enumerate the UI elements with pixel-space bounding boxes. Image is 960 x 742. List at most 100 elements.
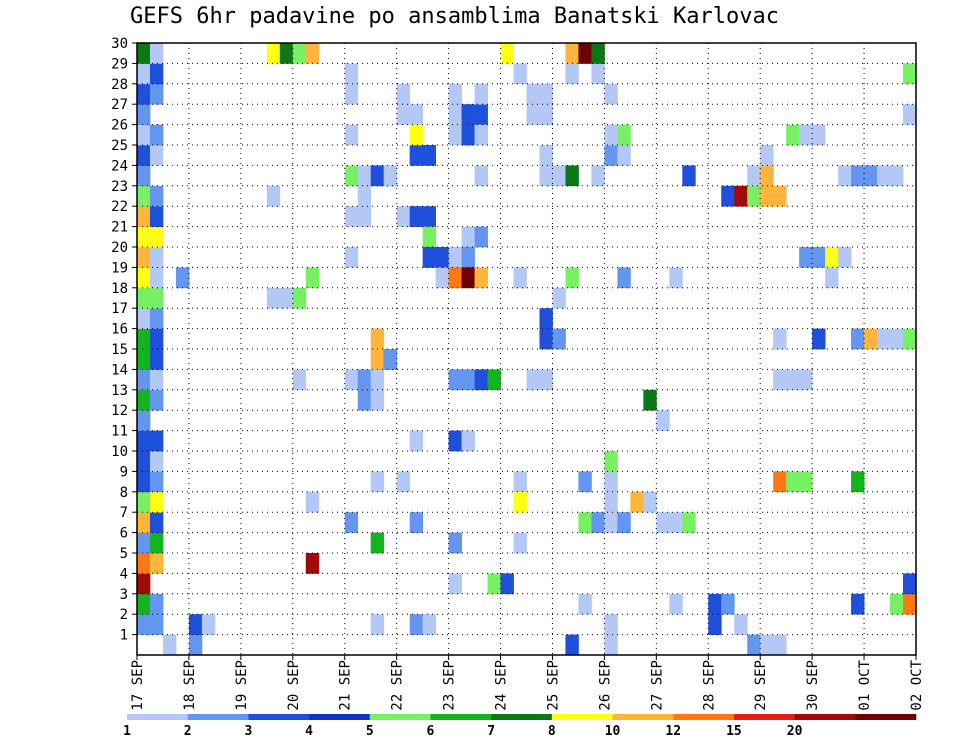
- colorbar-label: 2: [184, 724, 192, 739]
- heatmap-cell: [565, 634, 579, 656]
- heatmap-cell: [396, 104, 411, 125]
- heatmap-cell: [266, 185, 281, 207]
- heatmap-cell: [305, 491, 320, 513]
- heatmap-cell: [448, 532, 462, 554]
- heatmap-cell: [149, 145, 164, 166]
- heatmap-cell: [877, 328, 891, 350]
- heatmap-cell: [370, 389, 385, 411]
- heatmap-cell: [344, 369, 359, 391]
- heatmap-cell: [149, 63, 164, 85]
- heatmap-cell: [409, 512, 424, 533]
- heatmap-cell: [344, 247, 359, 268]
- heatmap-cell: [721, 593, 735, 615]
- heatmap-cell: [137, 573, 151, 595]
- dotted-grid: [137, 43, 916, 655]
- heatmap-cell: [461, 369, 475, 391]
- y-tick-label: 22: [111, 199, 128, 215]
- heatmap-cell: [149, 471, 164, 493]
- heatmap-cell: [682, 512, 696, 533]
- heatmap-cell: [864, 328, 878, 350]
- heatmap-cell: [137, 308, 151, 329]
- heatmap-cell: [149, 124, 164, 146]
- heatmap-cell: [513, 532, 527, 554]
- heatmap-cell: [149, 226, 164, 248]
- heatmap-cell: [383, 165, 398, 187]
- heatmap-cell: [903, 593, 917, 615]
- heatmap-cell: [344, 83, 359, 105]
- heatmap-cell: [565, 165, 579, 187]
- y-tick-label: 5: [120, 546, 128, 562]
- heatmap-cell: [539, 104, 553, 125]
- heatmap-cell: [903, 63, 917, 85]
- heatmap-cell: [137, 185, 151, 207]
- heatmap-cell: [396, 206, 411, 227]
- x-tick-label: 23 SEP: [442, 660, 458, 711]
- y-axis: 1234567891011121314151617181920212223242…: [111, 36, 137, 644]
- heatmap-cell: [409, 614, 424, 635]
- heatmap-cell: [851, 165, 865, 187]
- heatmap-cell: [734, 614, 748, 635]
- heatmap-cell: [461, 267, 475, 289]
- heatmap-cell: [474, 165, 488, 187]
- heatmap-cell: [201, 614, 216, 635]
- heatmap-cell: [890, 165, 904, 187]
- heatmap-cell: [513, 491, 527, 513]
- heatmap-cell: [474, 124, 488, 146]
- heatmap-cell: [591, 43, 605, 64]
- y-tick-label: 9: [120, 464, 128, 480]
- heatmap-cell: [604, 614, 618, 635]
- x-tick-label: 18 SEP: [182, 660, 198, 711]
- heatmap-cell: [461, 430, 475, 452]
- heatmap-cell: [149, 614, 164, 635]
- heatmap-cell: [137, 593, 151, 615]
- heatmap-cell: [149, 430, 164, 452]
- heatmap-cell: [137, 63, 151, 85]
- heatmap-cell: [747, 185, 761, 207]
- heatmap-cell: [604, 124, 618, 146]
- heatmap-cell: [137, 471, 151, 493]
- chart-title: GEFS 6hr padavine po ansamblima Banatski…: [130, 4, 780, 29]
- heatmap-cell: [773, 328, 787, 350]
- heatmap-cell: [344, 165, 359, 187]
- heatmap-cell: [773, 471, 787, 493]
- y-tick-label: 14: [111, 362, 128, 378]
- heatmap-cell: [435, 267, 449, 289]
- heatmap-cell: [149, 206, 164, 227]
- heatmap-cell: [305, 553, 320, 574]
- colorbar: 1 2 3 4 5 6 7 8 10 12 15 20: [123, 714, 917, 739]
- heatmap-cell: [149, 43, 164, 64]
- heatmap-cell: [370, 369, 385, 391]
- heatmap-cell: [604, 451, 618, 472]
- heatmap-cell: [526, 83, 540, 105]
- heatmap-cell: [578, 43, 592, 64]
- heatmap-cell: [396, 83, 411, 105]
- heatmap-cell: [825, 267, 839, 289]
- heatmap-cell: [292, 287, 307, 309]
- heatmap-cell: [149, 389, 164, 411]
- heatmap-cell: [137, 430, 151, 452]
- heatmap-cell: [539, 328, 553, 350]
- heatmap-cell: [656, 512, 670, 533]
- heatmap-cell: [396, 471, 411, 493]
- colorbar-segment: [491, 714, 553, 720]
- heatmap-cell: [448, 83, 462, 105]
- heatmap-cell: [903, 573, 917, 595]
- heatmap-cell: [137, 553, 151, 574]
- heatmap-cell: [604, 491, 618, 513]
- heatmap-cell: [812, 124, 826, 146]
- x-axis: 17 SEP 18 SEP 19 SEP 20 SEP 21 SEP 22 SEP 23 S…: [130, 655, 925, 711]
- y-tick-label: 28: [111, 77, 128, 93]
- colorbar-label: 15: [726, 724, 742, 739]
- heatmap-cell: [266, 287, 281, 309]
- heatmap-cell: [422, 247, 437, 268]
- heatmap-cells: [137, 43, 917, 656]
- heatmap-cell: [812, 247, 826, 268]
- x-tick-label: 17 SEP: [130, 660, 146, 711]
- heatmap-cell: [137, 349, 151, 370]
- heatmap-cell: [448, 247, 462, 268]
- y-tick-label: 8: [120, 485, 128, 501]
- heatmap-cell: [370, 165, 385, 187]
- heatmap-cell: [137, 410, 151, 431]
- colorbar-label: 10: [605, 724, 621, 739]
- colorbar-label: 20: [787, 724, 803, 739]
